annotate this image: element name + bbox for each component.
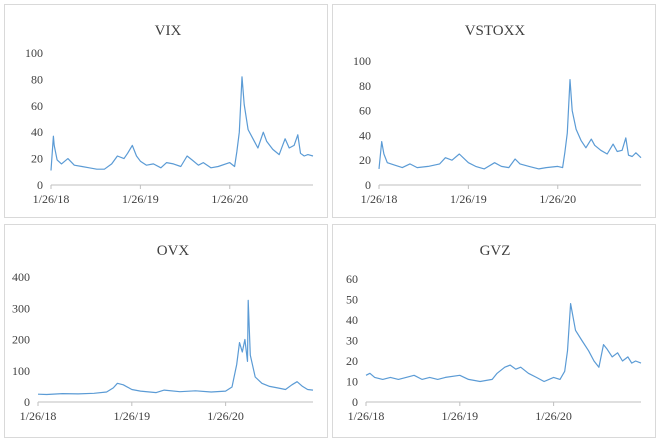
x-tick-label: 1/26/18 <box>348 409 385 423</box>
vix-chart: VIX 0 20 40 60 80 100 1/26/18 1/26/19 1/26/20 <box>25 23 314 206</box>
series-line <box>37 299 314 396</box>
y-tick-label: 40 <box>346 313 358 327</box>
vstoxx-chart: VSTOXX 0 20 40 60 80 100 1/26/18 1/26/19 1/26/20 <box>353 23 642 206</box>
series-line <box>365 302 642 383</box>
y-tick-label: 100 <box>25 46 43 60</box>
y-tick-label: 80 <box>31 72 43 86</box>
y-tick-label: 100 <box>12 364 30 378</box>
y-tick-label: 200 <box>12 333 30 347</box>
x-tick-label: 1/26/20 <box>211 192 248 206</box>
x-tick-label: 1/26/19 <box>450 192 487 206</box>
y-tick-label: 20 <box>31 152 43 166</box>
x-tick-label: 1/26/20 <box>539 192 576 206</box>
y-tick-label: 400 <box>12 270 30 284</box>
chart-title: VIX <box>155 23 182 39</box>
chart-title: GVZ <box>480 243 511 259</box>
y-tick-label: 60 <box>31 99 43 113</box>
y-tick-label: 10 <box>346 375 358 389</box>
x-tick-label: 1/26/20 <box>207 409 244 423</box>
chart-panel-ovx: OVX 0 100 200 300 400 1/26/18 1/26/19 1/26/20 <box>4 224 328 438</box>
y-tick-label: 300 <box>12 301 30 315</box>
y-tick-label: 30 <box>346 334 358 348</box>
chart-panel-gvz: GVZ 0 10 20 30 40 50 60 1/26/18 1/26/19 1/26/20 <box>332 224 656 438</box>
y-tick-label: 60 <box>359 104 371 118</box>
y-tick-label: 0 <box>24 395 30 409</box>
y-tick-label: 0 <box>37 178 43 192</box>
chart-title: OVX <box>157 243 190 259</box>
y-tick-label: 0 <box>365 178 371 192</box>
chart-title: VSTOXX <box>465 23 526 39</box>
x-tick-label: 1/26/19 <box>113 409 150 423</box>
x-tick-label: 1/26/20 <box>535 409 572 423</box>
y-tick-label: 100 <box>353 54 371 68</box>
y-tick-label: 40 <box>359 128 371 142</box>
y-tick-label: 40 <box>31 125 43 139</box>
y-tick-label: 80 <box>359 79 371 93</box>
x-tick-label: 1/26/18 <box>33 192 70 206</box>
y-tick-label: 50 <box>346 293 358 307</box>
chart-panel-vix: VIX 0 20 40 60 80 100 1/26/18 1/26/19 1/26/20 <box>4 4 328 218</box>
x-tick-label: 1/26/19 <box>122 192 159 206</box>
x-tick-label: 1/26/19 <box>441 409 478 423</box>
y-tick-label: 20 <box>359 153 371 167</box>
y-tick-label: 20 <box>346 354 358 368</box>
series-line <box>378 78 642 170</box>
y-tick-label: 60 <box>346 272 358 286</box>
series-line <box>50 76 314 171</box>
chart-panel-vstoxx: VSTOXX 0 20 40 60 80 100 1/26/18 1/26/19 1/26/20 <box>332 4 656 218</box>
gvz-chart: GVZ 0 10 20 30 40 50 60 1/26/18 1/26/19 1/26/20 <box>346 243 642 423</box>
ovx-chart: OVX 0 100 200 300 400 1/26/18 1/26/19 1/26/20 <box>12 243 314 423</box>
x-tick-label: 1/26/18 <box>20 409 57 423</box>
x-tick-label: 1/26/18 <box>361 192 398 206</box>
y-tick-label: 0 <box>352 395 358 409</box>
